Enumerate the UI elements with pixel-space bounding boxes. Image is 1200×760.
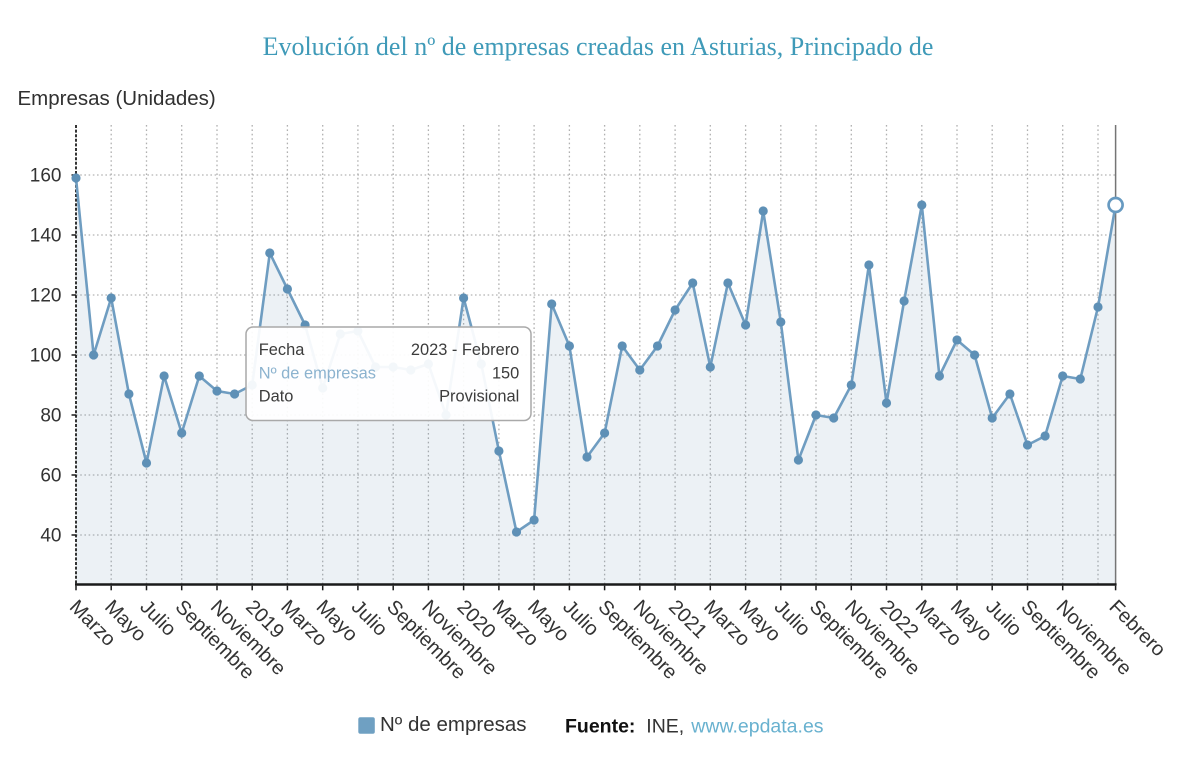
- svg-text:120: 120: [30, 286, 62, 307]
- svg-text:40: 40: [40, 526, 61, 547]
- svg-text:Provisional: Provisional: [439, 388, 519, 406]
- svg-text:Fecha: Fecha: [259, 341, 305, 359]
- svg-text:150: 150: [492, 364, 519, 382]
- svg-text:Evolución del nº de empresas c: Evolución del nº de empresas creadas en …: [263, 32, 934, 61]
- svg-text:140: 140: [30, 226, 62, 247]
- svg-text:80: 80: [40, 406, 61, 427]
- svg-text:2023 - Febrero: 2023 - Febrero: [411, 341, 519, 359]
- svg-text:60: 60: [40, 466, 61, 487]
- svg-text:INE,: INE,: [646, 716, 684, 738]
- svg-text:160: 160: [30, 166, 62, 187]
- svg-text:Empresas (Unidades): Empresas (Unidades): [18, 87, 216, 110]
- svg-text:Nº de empresas: Nº de empresas: [259, 364, 376, 382]
- svg-text:Dato: Dato: [259, 388, 294, 406]
- svg-text:Nº de empresas: Nº de empresas: [380, 713, 527, 736]
- svg-text:www.epdata.es: www.epdata.es: [690, 716, 823, 738]
- svg-text:Fuente:: Fuente:: [565, 716, 635, 738]
- svg-text:100: 100: [30, 346, 62, 367]
